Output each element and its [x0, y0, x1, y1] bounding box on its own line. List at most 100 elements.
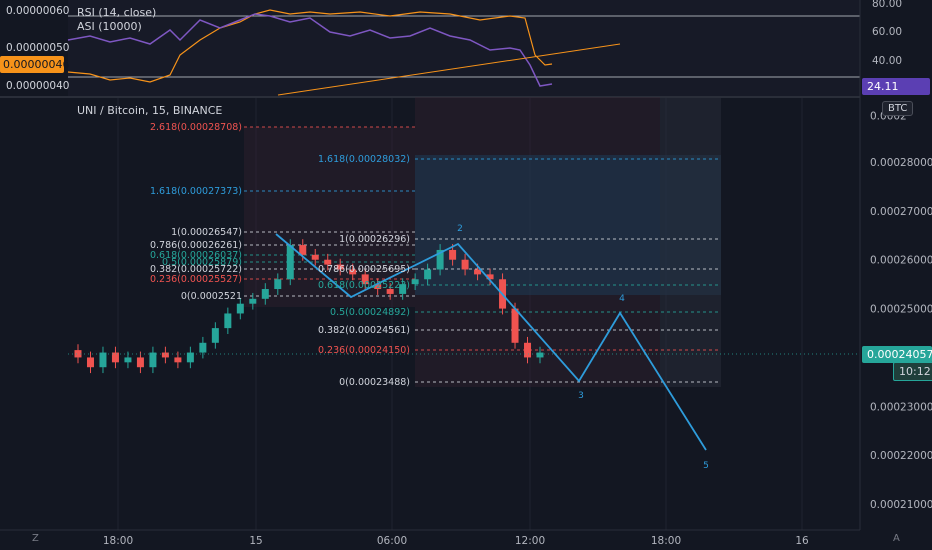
fib-secondary-label: 0(0.00023488) [339, 377, 410, 388]
candle-body [299, 245, 307, 255]
price-tick-label: 0.00028000 [870, 157, 932, 169]
candle-body [186, 352, 194, 363]
fib-primary-label: 0.236(0.00025527) [150, 274, 242, 285]
time-axis[interactable] [0, 530, 932, 550]
auto-scale-button[interactable]: A [893, 533, 900, 544]
fib-secondary-label: 0.618(0.00025223) [318, 280, 410, 291]
candle-body [124, 357, 132, 363]
indicator-right-tick: 40.00 [872, 55, 902, 67]
candle-body [536, 352, 544, 358]
wave-label: 5 [703, 461, 709, 471]
rsi-value-badge: 24.11 [862, 78, 930, 95]
fib-secondary-label: 0.236(0.00024150) [318, 345, 410, 356]
asi-line [67, 13, 553, 87]
time-tick-label: 16 [795, 535, 809, 547]
fib-secondary-label: 0.786(0.00025695) [318, 264, 410, 275]
candle-body [286, 245, 294, 280]
rsi-line [67, 9, 553, 83]
price-tick-label: 0.00025000 [870, 304, 932, 316]
candle-body [224, 313, 232, 329]
candle-body [374, 284, 382, 290]
price-tick-label: 0.00023000 [870, 401, 932, 413]
fib-zone-extension [660, 97, 721, 387]
fib-secondary-label: 1(0.00026296) [339, 234, 410, 245]
candle-body [424, 269, 432, 280]
fib-primary-label: 1.618(0.00027373) [150, 186, 242, 197]
fib-primary-label: 0(0.0002521 [181, 291, 242, 302]
fib-primary-label: 0.5(0.00025879) [162, 257, 242, 268]
fib-primary-label: 2.618(0.00028708) [150, 122, 242, 133]
candle-body [136, 357, 144, 368]
candle-body [174, 357, 182, 363]
currency-badge[interactable]: BTC [882, 101, 914, 116]
time-tick-label: 12:00 [515, 535, 545, 547]
bar-countdown-badge: 10:12 [893, 362, 932, 381]
time-tick-label: 06:00 [377, 535, 407, 547]
candle-body [449, 249, 457, 260]
fib-secondary-label: 0.382(0.00024561) [318, 325, 410, 336]
fib-secondary-label: 0.5(0.00024892) [330, 307, 410, 318]
candle-body [524, 342, 532, 358]
indicator-pane [68, 0, 860, 96]
wave-label: 4 [619, 294, 625, 304]
candle-body [324, 259, 332, 265]
candle-body [511, 308, 519, 343]
candle-body [311, 254, 319, 260]
candle-body [149, 352, 157, 368]
candle-body [399, 284, 407, 294]
fib-primary-label: 0.618(0.00026037) [150, 250, 242, 261]
indicator-right-tick: 60.00 [872, 26, 902, 38]
price-tick-label: 0.00021000 [870, 499, 932, 511]
candle-body [86, 357, 94, 368]
rsi-legend[interactable]: RSI (14, close) [77, 6, 157, 19]
candle-body [336, 264, 344, 270]
indicator-left-tick: 0.00000040 [6, 80, 69, 92]
symbol-title[interactable]: UNI / Bitcoin, 15, BINANCE [77, 104, 223, 117]
price-tick-label: 0.00026000 [870, 255, 932, 267]
zoom-button[interactable]: Z [32, 533, 39, 544]
time-tick-label: 18:00 [103, 535, 133, 547]
price-tick-label: 0.00022000 [870, 450, 932, 462]
indicator-right-tick: 80.00 [872, 0, 902, 10]
rsi-trendline [277, 43, 621, 96]
time-tick-label: 15 [249, 535, 262, 547]
candle-body [261, 289, 269, 299]
candle-body [386, 289, 394, 294]
fib-secondary-label: 1.618(0.00028032) [318, 154, 410, 165]
candle-body [211, 328, 219, 343]
fib-primary-label: 1(0.00026547) [171, 227, 242, 238]
candle-body [411, 279, 419, 285]
time-axis-labels: 18:00 15 06:00 12:00 18:00 16 [103, 535, 809, 547]
candle-body [199, 342, 207, 353]
candle-body [161, 352, 169, 358]
candle-body [274, 279, 282, 290]
candle-body [474, 269, 482, 275]
elliott-projection-line [275, 233, 707, 451]
asi-legend[interactable]: ASI (10000) [77, 20, 142, 33]
candle-body [236, 303, 244, 314]
indicator-left-axis: 0.00000060 0.00000050 0.00000040 [6, 5, 69, 92]
fib-primary-label: 0.382(0.00025722) [150, 264, 242, 275]
wave-label: 3 [578, 391, 584, 401]
last-price-badge: 0.00024057 [862, 346, 932, 363]
price-axis-labels: 0.00020.000280000.000270000.000260000.00… [870, 111, 932, 511]
indicator-current-value-badge: 0.00000046 [0, 56, 69, 73]
price-tick-label: 0.00027000 [870, 206, 932, 218]
candle-body [486, 274, 494, 280]
indicator-legend: RSI (14, close) ASI (10000) [77, 6, 156, 34]
wave-label: 2 [457, 224, 463, 234]
fib-zone-primary [244, 127, 415, 307]
indicator-left-tick: 0.00000060 [6, 5, 69, 17]
candle-body [436, 249, 444, 270]
indicator-left-tick: 0.00000050 [6, 42, 69, 54]
time-tick-label: 18:00 [651, 535, 681, 547]
candle-body [99, 352, 107, 368]
candle-body [361, 274, 369, 285]
fib-primary-label: 0.786(0.00026261) [150, 240, 242, 251]
candle-body [349, 269, 357, 275]
fib-labels: 2.618(0.00028708) 1.618(0.00027373) 1(0.00… [150, 122, 410, 388]
candle-body [74, 350, 82, 358]
candles [74, 239, 544, 374]
candle-body [249, 298, 257, 304]
